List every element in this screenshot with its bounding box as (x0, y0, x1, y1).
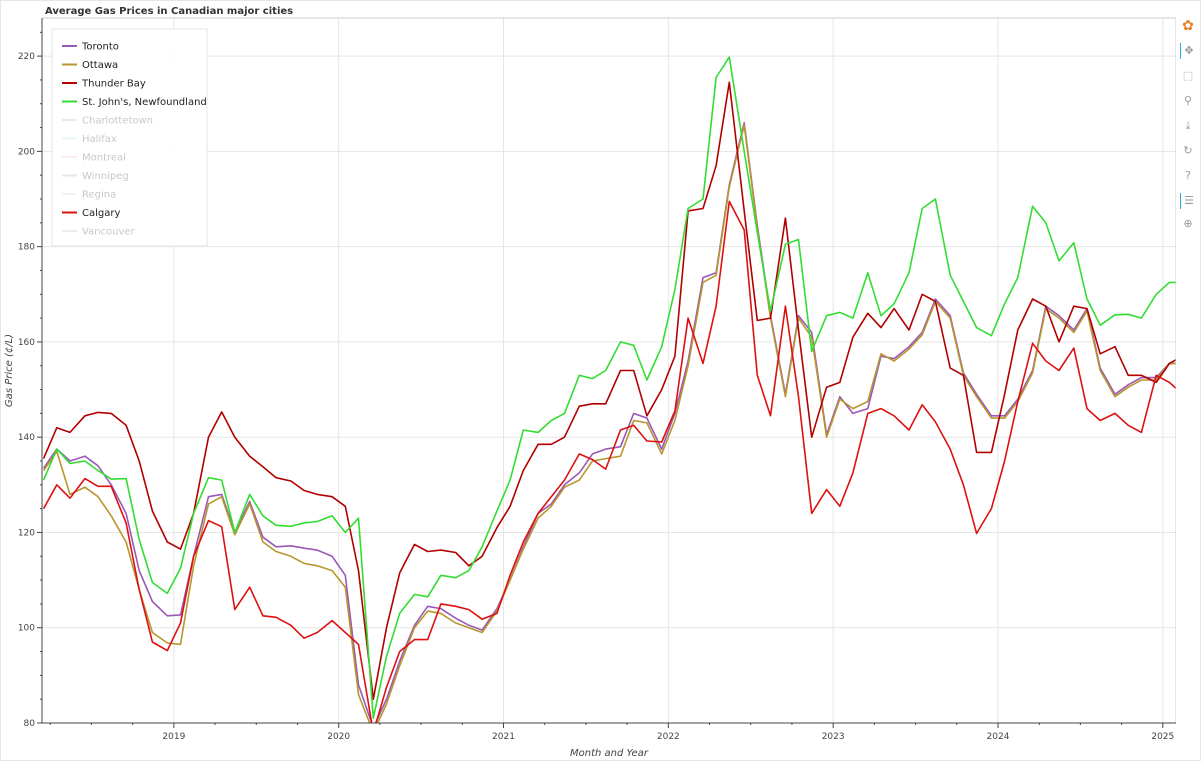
legend-label: St. John's, Newfoundland (82, 97, 207, 108)
box-zoom-tool-icon[interactable]: ⬚ (1182, 69, 1194, 82)
legend-label: Winnipeg (82, 171, 129, 182)
series-line-toronto (42, 122, 1176, 723)
legend-label: Charlottetown (82, 116, 153, 127)
y-tick-label: 80 (24, 719, 36, 729)
legend-label: Vancouver (82, 227, 136, 238)
y-tick-label: 180 (18, 243, 35, 253)
x-tick-label: 2020 (327, 732, 350, 742)
grid-lines (42, 18, 1176, 724)
legend-item-ottawa[interactable]: Ottawa (62, 60, 118, 71)
x-tick-label: 2023 (822, 732, 845, 742)
line-chart[interactable]: 2019 2020 2021 2022 2023 2024 2025 80 100 120 140… (0, 0, 1176, 761)
y-tick-label: 100 (18, 624, 35, 634)
series-line-calgary (42, 200, 1176, 723)
legend-label: Regina (82, 190, 116, 201)
legend-item-calgary[interactable]: Calgary (62, 208, 120, 219)
legend-label: Thunder Bay (81, 79, 146, 90)
hover-tool-icon[interactable]: ☰ (1180, 193, 1197, 209)
x-tick-label: 2019 (162, 732, 185, 742)
series-line-ottawa (42, 124, 1176, 723)
legend-label: Halifax (82, 134, 117, 145)
series-lines (42, 56, 1176, 723)
wheel-zoom-tool-icon[interactable]: ⚲ (1183, 94, 1193, 107)
reset-tool-icon[interactable]: ↻ (1183, 144, 1193, 157)
legend-item-charlottetown[interactable]: Charlottetown (62, 116, 153, 127)
y-axis: 80 100 120 140 160 180 200 220 (18, 18, 43, 729)
legend-label: Calgary (82, 208, 120, 219)
series-line-st-john-s-newfoundland (42, 56, 1176, 719)
legend-label: Montreal (82, 153, 126, 164)
chart-title: Average Gas Prices in Canadian major cit… (45, 6, 294, 17)
legend-item-montreal[interactable]: Montreal (62, 153, 126, 164)
legend: Toronto Ottawa Thunder Bay St. John's, Newf… (51, 28, 208, 247)
pan-tool-icon[interactable]: ✥ (1180, 43, 1197, 59)
y-tick-label: 160 (18, 338, 35, 348)
legend-box (51, 28, 208, 247)
x-tick-label: 2022 (657, 732, 680, 742)
x-axis-label: Month and Year (570, 748, 649, 759)
toolbar: ✿ ✥ ⬚ ⚲ ⤓ ↻? ☰ ⊕ (1176, 18, 1201, 238)
legend-label: Ottawa (82, 60, 118, 71)
x-axis: 2019 2020 2021 2022 2023 2024 2025 (42, 722, 1176, 742)
x-tick-label: 2024 (987, 732, 1010, 742)
legend-item-st-john-s-newfoundland[interactable]: St. John's, Newfoundland (62, 97, 207, 108)
legend-item-halifax[interactable]: Halifax (62, 134, 117, 145)
series-line-thunder-bay (42, 81, 1176, 700)
legend-item-toronto[interactable]: Toronto (62, 42, 119, 53)
plot-area-border (41, 17, 1176, 724)
legend-item-winnipeg[interactable]: Winnipeg (62, 171, 129, 182)
save-tool-icon[interactable]: ⤓ (1185, 119, 1191, 132)
legend-label: Toronto (81, 42, 119, 53)
legend-item-regina[interactable]: Regina (62, 190, 116, 201)
x-tick-label: 2025 (1151, 732, 1174, 742)
x-tick-label: 2021 (492, 732, 515, 742)
y-tick-label: 120 (18, 528, 35, 538)
crosshair-tool-icon[interactable]: ⊕ (1183, 217, 1193, 230)
y-axis-label: Gas Price (¢/L) (4, 334, 15, 407)
legend-item-thunder-bay[interactable]: Thunder Bay (62, 79, 146, 90)
bokeh-logo-icon[interactable]: ✿ (1182, 18, 1194, 34)
y-tick-label: 140 (18, 433, 35, 443)
y-tick-label: 200 (18, 147, 35, 157)
help-tool-icon[interactable]: ? (1185, 169, 1191, 182)
y-tick-label: 220 (18, 52, 35, 62)
legend-item-vancouver[interactable]: Vancouver (62, 227, 136, 238)
